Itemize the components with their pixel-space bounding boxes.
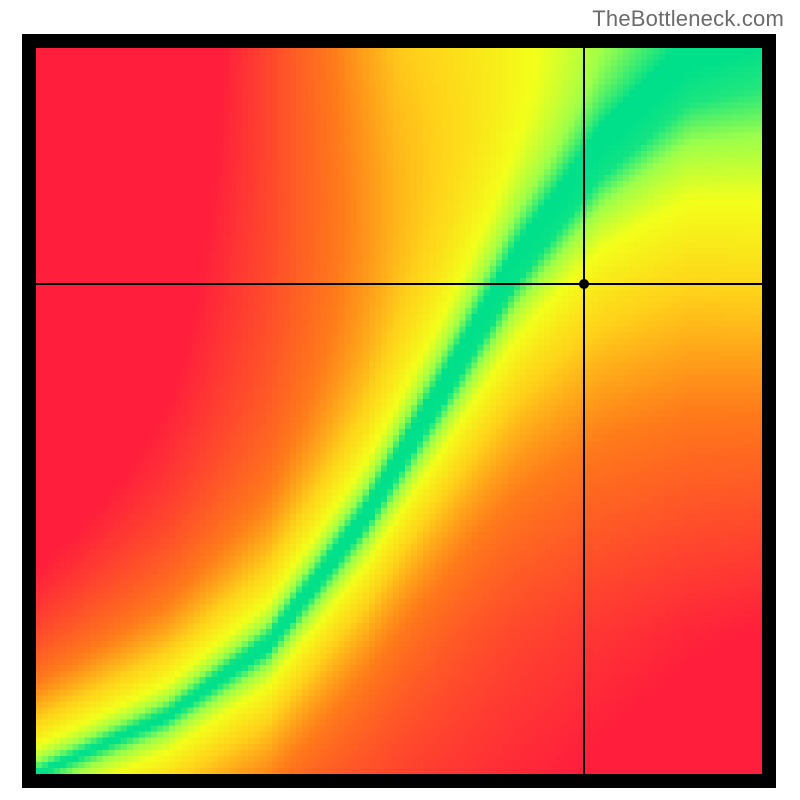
crosshair-vertical bbox=[583, 48, 585, 774]
root-container: TheBottleneck.com bbox=[0, 0, 800, 800]
bottleneck-heatmap bbox=[36, 48, 762, 774]
crosshair-horizontal bbox=[36, 283, 762, 285]
selection-marker[interactable] bbox=[579, 279, 589, 289]
watermark-text: TheBottleneck.com bbox=[592, 6, 784, 32]
